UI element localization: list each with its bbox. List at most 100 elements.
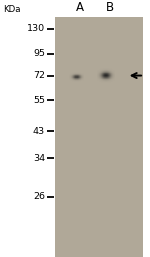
Text: 130: 130 <box>27 24 45 33</box>
Bar <box>98 68 99 69</box>
Bar <box>81 80 82 81</box>
Bar <box>111 68 112 69</box>
Bar <box>103 79 104 80</box>
Bar <box>100 70 101 71</box>
Bar <box>108 68 109 69</box>
Text: B: B <box>105 1 114 14</box>
Bar <box>102 69 103 70</box>
Bar <box>75 80 76 81</box>
Bar <box>78 73 79 74</box>
Bar <box>75 79 76 80</box>
Bar <box>79 78 80 79</box>
Bar <box>111 75 112 76</box>
Bar <box>112 69 113 70</box>
Bar <box>108 77 109 78</box>
Bar <box>81 75 82 76</box>
Bar <box>78 72 79 73</box>
Bar <box>82 75 83 76</box>
Bar <box>111 71 112 72</box>
Bar <box>98 78 99 79</box>
Bar <box>98 79 99 80</box>
Bar <box>97 72 98 73</box>
Bar <box>113 80 114 81</box>
Bar <box>110 82 111 83</box>
Bar <box>108 70 109 71</box>
Bar <box>103 69 104 70</box>
Bar <box>97 79 98 80</box>
Bar <box>105 80 106 81</box>
Bar <box>74 75 75 76</box>
Bar <box>106 69 107 70</box>
Bar <box>112 74 113 75</box>
Bar <box>74 73 75 74</box>
Bar <box>114 80 115 81</box>
Bar <box>75 75 76 76</box>
Bar <box>82 72 83 73</box>
Bar <box>97 80 98 81</box>
Bar <box>81 76 82 77</box>
Bar <box>75 76 76 77</box>
Bar <box>80 77 81 78</box>
Bar <box>105 77 106 78</box>
Bar <box>83 77 84 78</box>
Bar <box>74 76 75 77</box>
Bar <box>111 76 112 77</box>
Bar <box>72 75 73 76</box>
Bar <box>107 70 108 71</box>
Bar <box>104 70 105 71</box>
Text: A: A <box>76 1 84 14</box>
Bar <box>114 81 115 82</box>
Bar <box>78 79 79 80</box>
Bar <box>111 77 112 78</box>
Bar <box>103 80 104 81</box>
Text: KDa: KDa <box>3 5 21 14</box>
Bar <box>111 73 112 74</box>
Text: 72: 72 <box>33 71 45 80</box>
Bar <box>101 80 102 81</box>
Bar <box>105 81 106 82</box>
Bar <box>69 74 70 75</box>
Bar <box>104 75 105 76</box>
Bar <box>99 76 100 77</box>
Bar <box>111 81 112 82</box>
Bar <box>81 73 82 74</box>
Bar <box>79 73 80 74</box>
Bar <box>106 71 107 72</box>
Bar <box>111 70 112 71</box>
Bar <box>104 77 105 78</box>
Bar <box>114 78 115 79</box>
Bar <box>103 82 104 83</box>
Bar <box>102 74 103 75</box>
Bar <box>97 70 98 71</box>
Bar <box>73 74 74 75</box>
Bar <box>108 71 109 72</box>
Bar <box>113 71 114 72</box>
Bar <box>110 81 111 82</box>
Bar <box>104 74 105 75</box>
Bar <box>102 82 103 83</box>
Bar <box>114 70 115 71</box>
Bar <box>70 77 71 78</box>
Bar <box>81 78 82 79</box>
Bar <box>74 77 75 78</box>
Bar <box>109 70 110 71</box>
Bar <box>113 82 114 83</box>
Bar <box>101 68 102 69</box>
Bar <box>71 74 72 75</box>
Bar <box>76 78 77 79</box>
Bar <box>102 72 103 73</box>
Bar <box>101 75 102 76</box>
Bar <box>107 68 108 69</box>
Bar <box>114 79 115 80</box>
Bar <box>99 69 100 70</box>
Bar <box>99 74 100 75</box>
Bar <box>79 80 80 81</box>
Bar <box>107 73 108 74</box>
Bar <box>100 75 101 76</box>
Bar <box>82 77 83 78</box>
Bar <box>76 76 77 77</box>
Bar <box>73 78 74 79</box>
Bar <box>106 82 107 83</box>
Bar <box>112 77 113 78</box>
Bar <box>100 73 101 74</box>
